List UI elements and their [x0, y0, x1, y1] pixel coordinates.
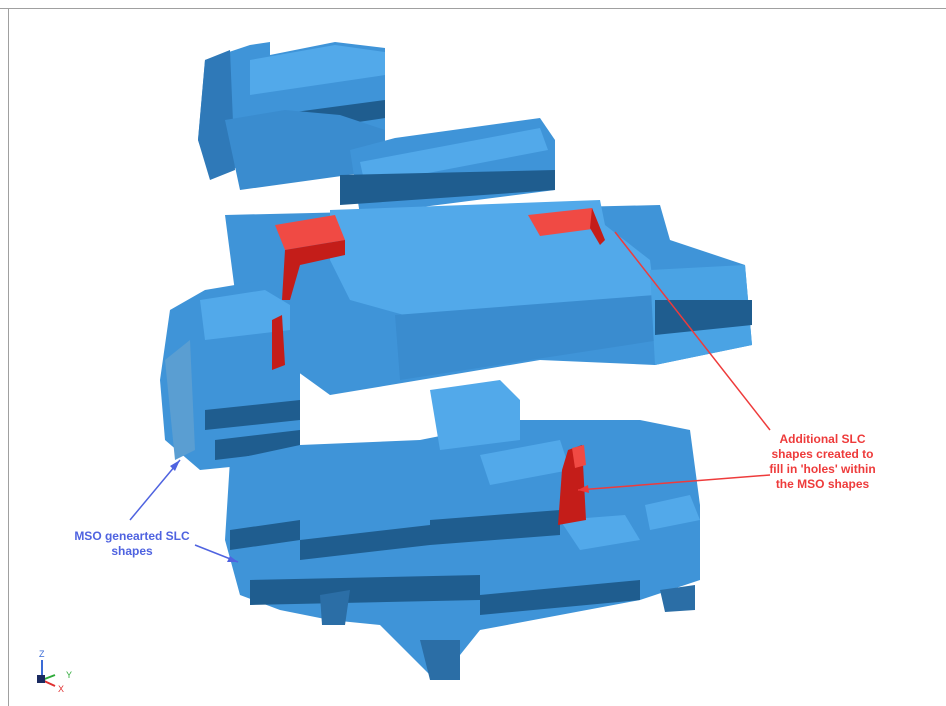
axis-triad: Z Y X	[37, 649, 72, 694]
mso-shape-cluster-middle	[225, 118, 752, 395]
annotation-additional-slc: Additional SLC shapes created to fill in…	[769, 432, 876, 491]
triad-x-label: X	[58, 684, 64, 694]
annotation-mso-generated: MSO genearted SLC shapes	[74, 529, 190, 558]
triad-z-label: Z	[39, 649, 45, 659]
viewport-border-top	[0, 8, 946, 9]
viewport-border-left	[8, 8, 9, 706]
mso-shape-cluster-left	[160, 280, 300, 470]
annotation-arrows	[129, 231, 771, 563]
triad-y-label: Y	[66, 670, 72, 680]
additional-slc-red-shapes	[272, 208, 605, 525]
mso-shape-cluster-top	[198, 42, 385, 190]
